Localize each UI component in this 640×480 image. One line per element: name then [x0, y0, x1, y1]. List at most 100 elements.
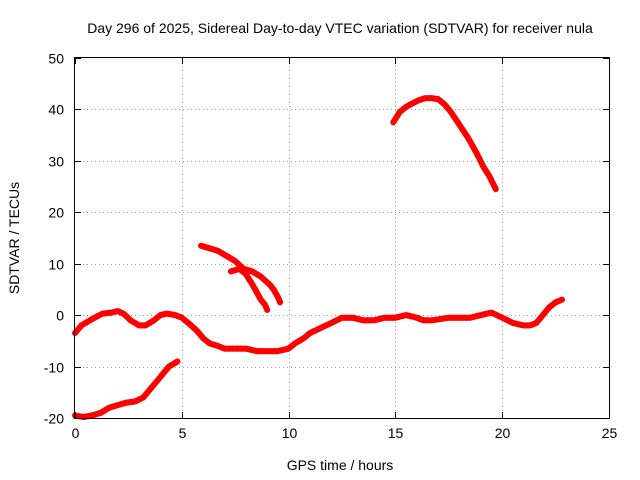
data-point	[243, 272, 248, 276]
data-point	[222, 346, 227, 351]
data-point	[143, 323, 148, 328]
data-point	[528, 323, 532, 328]
data-point	[152, 318, 156, 323]
data-point	[329, 320, 334, 325]
data-point	[137, 323, 142, 328]
data-point	[421, 318, 426, 323]
data-point	[340, 315, 344, 320]
data-point	[258, 297, 263, 302]
data-point	[286, 346, 291, 351]
data-point	[98, 410, 103, 415]
data-point	[293, 341, 297, 346]
data-point	[275, 295, 280, 300]
data-point	[167, 364, 171, 369]
data-point	[100, 311, 105, 316]
series-noise-arc-5	[392, 99, 497, 193]
data-point	[128, 318, 133, 323]
data-point	[265, 349, 270, 354]
data-point	[361, 318, 366, 323]
data-point	[179, 315, 184, 320]
data-point	[154, 380, 159, 384]
data-point	[124, 400, 129, 405]
x-tick-label: 20	[495, 425, 511, 441]
data-point	[481, 164, 485, 168]
data-point	[175, 359, 180, 364]
data-point	[423, 96, 428, 101]
data-point	[553, 300, 558, 305]
data-point	[267, 282, 272, 287]
series-group	[72, 95, 565, 420]
y-tick-label: 30	[48, 154, 64, 170]
data-point	[233, 346, 238, 351]
data-point	[258, 274, 263, 279]
data-point	[442, 102, 447, 107]
data-point	[404, 313, 409, 318]
data-point	[416, 98, 421, 103]
data-point	[228, 269, 233, 274]
data-point	[301, 336, 306, 341]
data-point	[164, 311, 169, 316]
data-point	[132, 399, 137, 404]
data-point	[429, 96, 434, 101]
series-line-arc-3	[198, 242, 284, 306]
series-line-arc-5	[390, 95, 499, 193]
y-tick-label: 10	[48, 257, 64, 273]
x-axis-label: GPS time / hours	[287, 457, 394, 473]
series-noise-arc-3	[200, 246, 282, 306]
x-tick-label: 10	[282, 425, 298, 441]
data-point	[233, 259, 238, 264]
series-noise-arc-1	[74, 300, 563, 355]
data-point	[448, 110, 453, 114]
data-point	[250, 282, 255, 287]
y-tick-label: 50	[48, 51, 64, 67]
data-point	[79, 323, 84, 328]
data-point	[201, 336, 206, 341]
y-tick-label: 20	[48, 205, 64, 221]
data-point	[404, 104, 409, 109]
data-point	[186, 320, 191, 325]
data-point	[171, 362, 176, 366]
x-tick-label: 25	[602, 425, 618, 441]
data-point	[393, 315, 398, 320]
x-tick-label: 15	[388, 425, 404, 441]
data-point	[158, 313, 163, 318]
series-line-arc-1	[72, 296, 565, 355]
x-tick-label: 5	[179, 425, 187, 441]
data-point	[275, 349, 280, 354]
data-point	[457, 315, 462, 320]
data-point	[243, 346, 248, 351]
data-point	[250, 269, 255, 274]
data-point	[254, 349, 259, 354]
data-point	[265, 308, 270, 312]
y-tick-label: -20	[44, 411, 64, 427]
data-point	[109, 310, 114, 315]
data-point	[560, 297, 564, 302]
series-line-arc-2	[72, 358, 181, 420]
data-point	[88, 318, 92, 323]
data-point	[457, 122, 462, 127]
data-point	[487, 174, 492, 179]
data-point	[521, 323, 526, 328]
plot-frame	[74, 57, 610, 419]
data-point	[510, 320, 515, 325]
data-point	[436, 317, 441, 322]
data-point	[224, 254, 229, 258]
data-point	[216, 344, 221, 348]
data-point	[382, 315, 387, 320]
data-point	[466, 135, 470, 140]
data-point	[429, 318, 434, 323]
data-point	[207, 341, 212, 346]
data-point	[90, 413, 95, 418]
data-point	[115, 309, 120, 313]
x-tick-label: 0	[72, 425, 80, 441]
y-tick-label: 0	[56, 308, 64, 324]
data-point	[158, 374, 163, 379]
data-point	[534, 320, 539, 325]
data-point	[489, 310, 494, 315]
data-point	[397, 110, 402, 114]
data-point	[391, 120, 396, 125]
data-point	[446, 315, 451, 320]
data-point	[145, 390, 150, 395]
data-point	[263, 302, 268, 307]
data-point	[493, 187, 498, 192]
